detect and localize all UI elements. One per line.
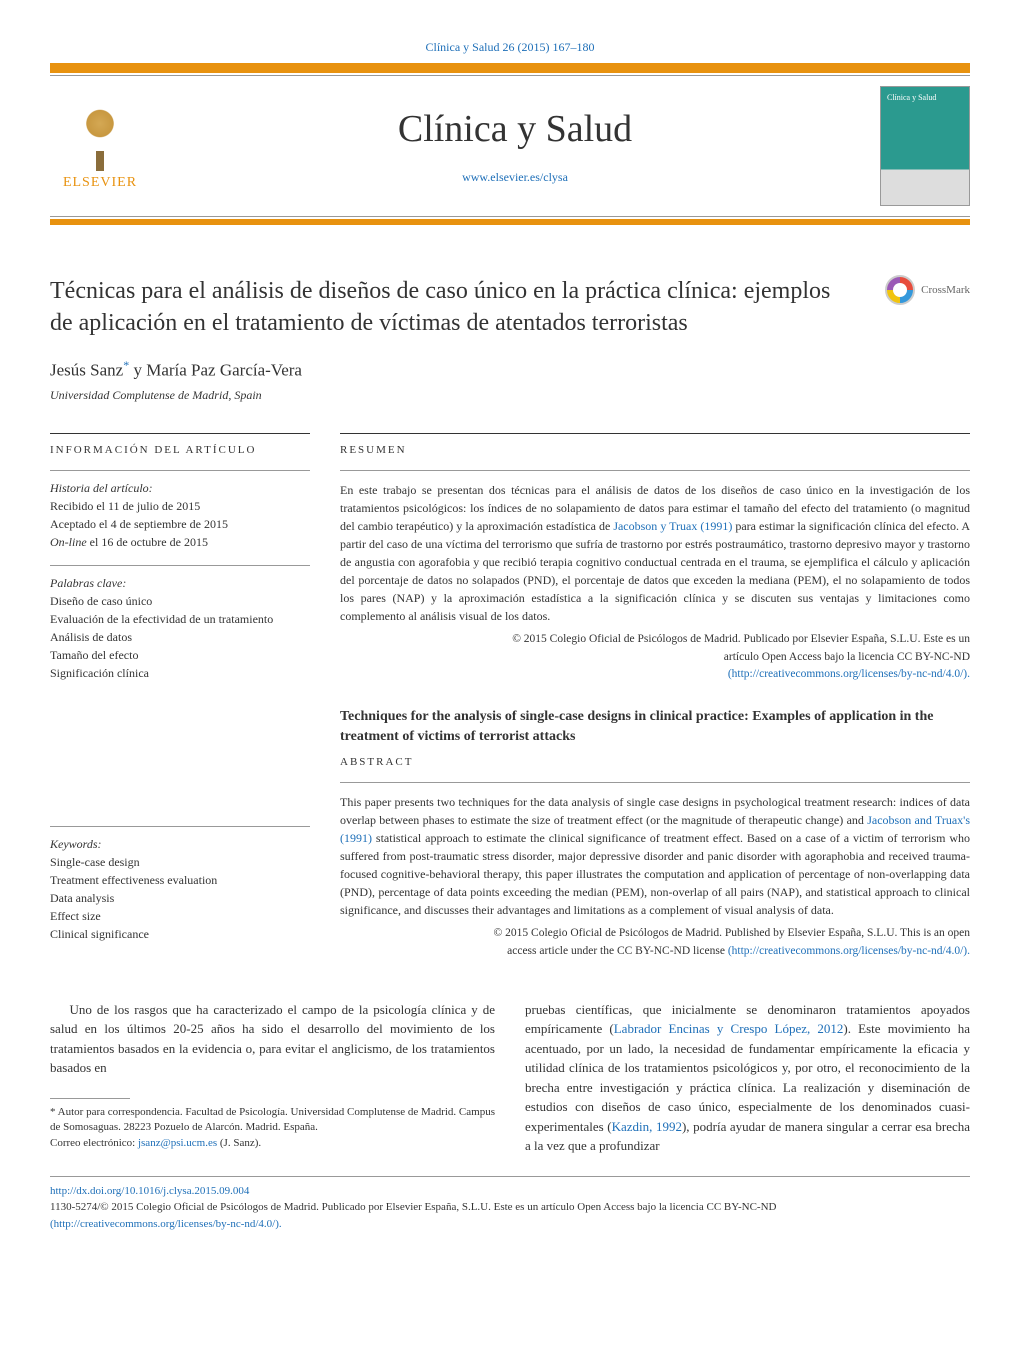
history-received: Recibido el 11 de julio de 2015 <box>50 497 310 515</box>
body-column-right: pruebas científicas, que inicialmente se… <box>525 1000 970 1156</box>
footnote-text: Autor para correspondencia. Facultad de … <box>50 1106 495 1133</box>
publisher-name: ELSEVIER <box>50 175 150 191</box>
affiliation: Universidad Complutense de Madrid, Spain <box>50 388 970 403</box>
doi-url[interactable]: http://dx.doi.org/10.1016/j.clysa.2015.0… <box>50 1185 249 1197</box>
author-1: Jesús Sanz <box>50 360 123 379</box>
copyright-en: © 2015 Colegio Oficial de Psicólogos de … <box>340 925 970 960</box>
crossmark-icon <box>885 275 915 305</box>
article-title: Técnicas para el análisis de diseños de … <box>50 275 885 340</box>
email-label: Correo electrónico: <box>50 1137 138 1149</box>
keywords-en: Keywords: Single-case design Treatment e… <box>50 826 310 957</box>
publisher-logo: ELSEVIER <box>50 101 150 191</box>
keyword-en-5: Clinical significance <box>50 925 310 943</box>
body-p2b: ). Este movimiento ha acentuado, por un … <box>525 1021 970 1134</box>
article-history: Historia del artículo: Recibido el 11 de… <box>50 470 310 565</box>
keyword-es-5: Significación clínica <box>50 664 310 682</box>
history-accepted: Aceptado el 4 de septiembre de 2015 <box>50 515 310 533</box>
keywords-es-label: Palabras clave: <box>50 574 310 592</box>
crossmark-badge[interactable]: CrossMark <box>885 275 970 305</box>
article-title-en: Techniques for the analysis of single-ca… <box>340 707 970 746</box>
body-ref-labrador[interactable]: Labrador Encinas y Crespo López, 2012 <box>614 1021 844 1036</box>
keyword-es-2: Evaluación de la efectividad de un trata… <box>50 610 310 628</box>
license-url-en[interactable]: (http://creativecommons.org/licenses/by-… <box>728 945 970 957</box>
history-online-date: el 16 de octubre de 2015 <box>87 535 208 549</box>
resumen-ref-jacobson[interactable]: Jacobson y Truax (1991) <box>613 519 732 533</box>
corresponding-footnote: * Autor para correspondencia. Facultad d… <box>50 1105 495 1136</box>
keyword-es-4: Tamaño del efecto <box>50 646 310 664</box>
elsevier-tree-icon <box>65 101 135 171</box>
author-2: María Paz García-Vera <box>146 360 302 379</box>
abstract-body: This paper presents two techniques for t… <box>340 782 970 919</box>
abstract-text-2: statistical approach to estimate the cli… <box>340 831 970 917</box>
copyright-en-line2: access article under the CC BY-NC-ND lic… <box>507 945 728 957</box>
email-who: (J. Sanz). <box>217 1137 261 1149</box>
resumen-body: En este trabajo se presentan dos técnica… <box>340 470 970 625</box>
journal-header: ELSEVIER Clínica y Salud www.elsevier.es… <box>50 75 970 217</box>
top-citation: Clínica y Salud 26 (2015) 167–180 <box>50 40 970 55</box>
copyright-es: © 2015 Colegio Oficial de Psicólogos de … <box>340 631 970 683</box>
cover-label: Clínica y Salud <box>881 87 969 108</box>
keyword-en-4: Effect size <box>50 907 310 925</box>
resumen-text-2: para estimar la significación clínica de… <box>340 519 970 623</box>
body-p1: Uno de los rasgos que ha caracterizado e… <box>50 1000 495 1078</box>
author-sep: y <box>129 360 146 379</box>
corresponding-email[interactable]: jsanz@psi.ucm.es <box>138 1137 217 1149</box>
copyright-es-line1: © 2015 Colegio Oficial de Psicólogos de … <box>340 631 970 648</box>
journal-cover-thumbnail: Clínica y Salud <box>880 86 970 206</box>
copyright-en-line1: © 2015 Colegio Oficial de Psicólogos de … <box>340 925 970 942</box>
keyword-es-1: Diseño de caso único <box>50 592 310 610</box>
article-info-header: INFORMACIÓN DEL ARTÍCULO <box>50 433 310 470</box>
license-url-es[interactable]: (http://creativecommons.org/licenses/by-… <box>728 668 970 680</box>
keywords-en-label: Keywords: <box>50 835 310 853</box>
header-rule-top <box>50 63 970 73</box>
keyword-en-1: Single-case design <box>50 853 310 871</box>
history-online-prefix: On-line <box>50 535 87 549</box>
header-rule-bottom <box>50 219 970 225</box>
journal-title: Clínica y Salud <box>150 107 880 151</box>
keyword-es-3: Análisis de datos <box>50 628 310 646</box>
abstract-header: ABSTRACT <box>340 756 970 782</box>
issn-copyright: 1130-5274/© 2015 Colegio Oficial de Psic… <box>50 1199 970 1216</box>
keywords-es: Palabras clave: Diseño de caso único Eva… <box>50 565 310 696</box>
keyword-en-3: Data analysis <box>50 889 310 907</box>
authors: Jesús Sanz* y María Paz García-Vera <box>50 358 970 381</box>
footer-license-url[interactable]: (http://creativecommons.org/licenses/by-… <box>50 1218 282 1230</box>
journal-url[interactable]: www.elsevier.es/clysa <box>462 170 568 184</box>
footnote-separator <box>50 1098 130 1099</box>
resumen-header: RESUMEN <box>340 433 970 470</box>
crossmark-label: CrossMark <box>921 284 970 296</box>
copyright-es-line2: artículo Open Access bajo la licencia CC… <box>340 649 970 666</box>
keyword-en-2: Treatment effectiveness evaluation <box>50 871 310 889</box>
history-label: Historia del artículo: <box>50 479 310 497</box>
corresponding-email-line: Correo electrónico: jsanz@psi.ucm.es (J.… <box>50 1136 495 1151</box>
body-ref-kazdin[interactable]: Kazdin, 1992 <box>612 1119 682 1134</box>
body-column-left: Uno de los rasgos que ha caracterizado e… <box>50 1000 495 1156</box>
doi-footer: http://dx.doi.org/10.1016/j.clysa.2015.0… <box>50 1176 970 1233</box>
